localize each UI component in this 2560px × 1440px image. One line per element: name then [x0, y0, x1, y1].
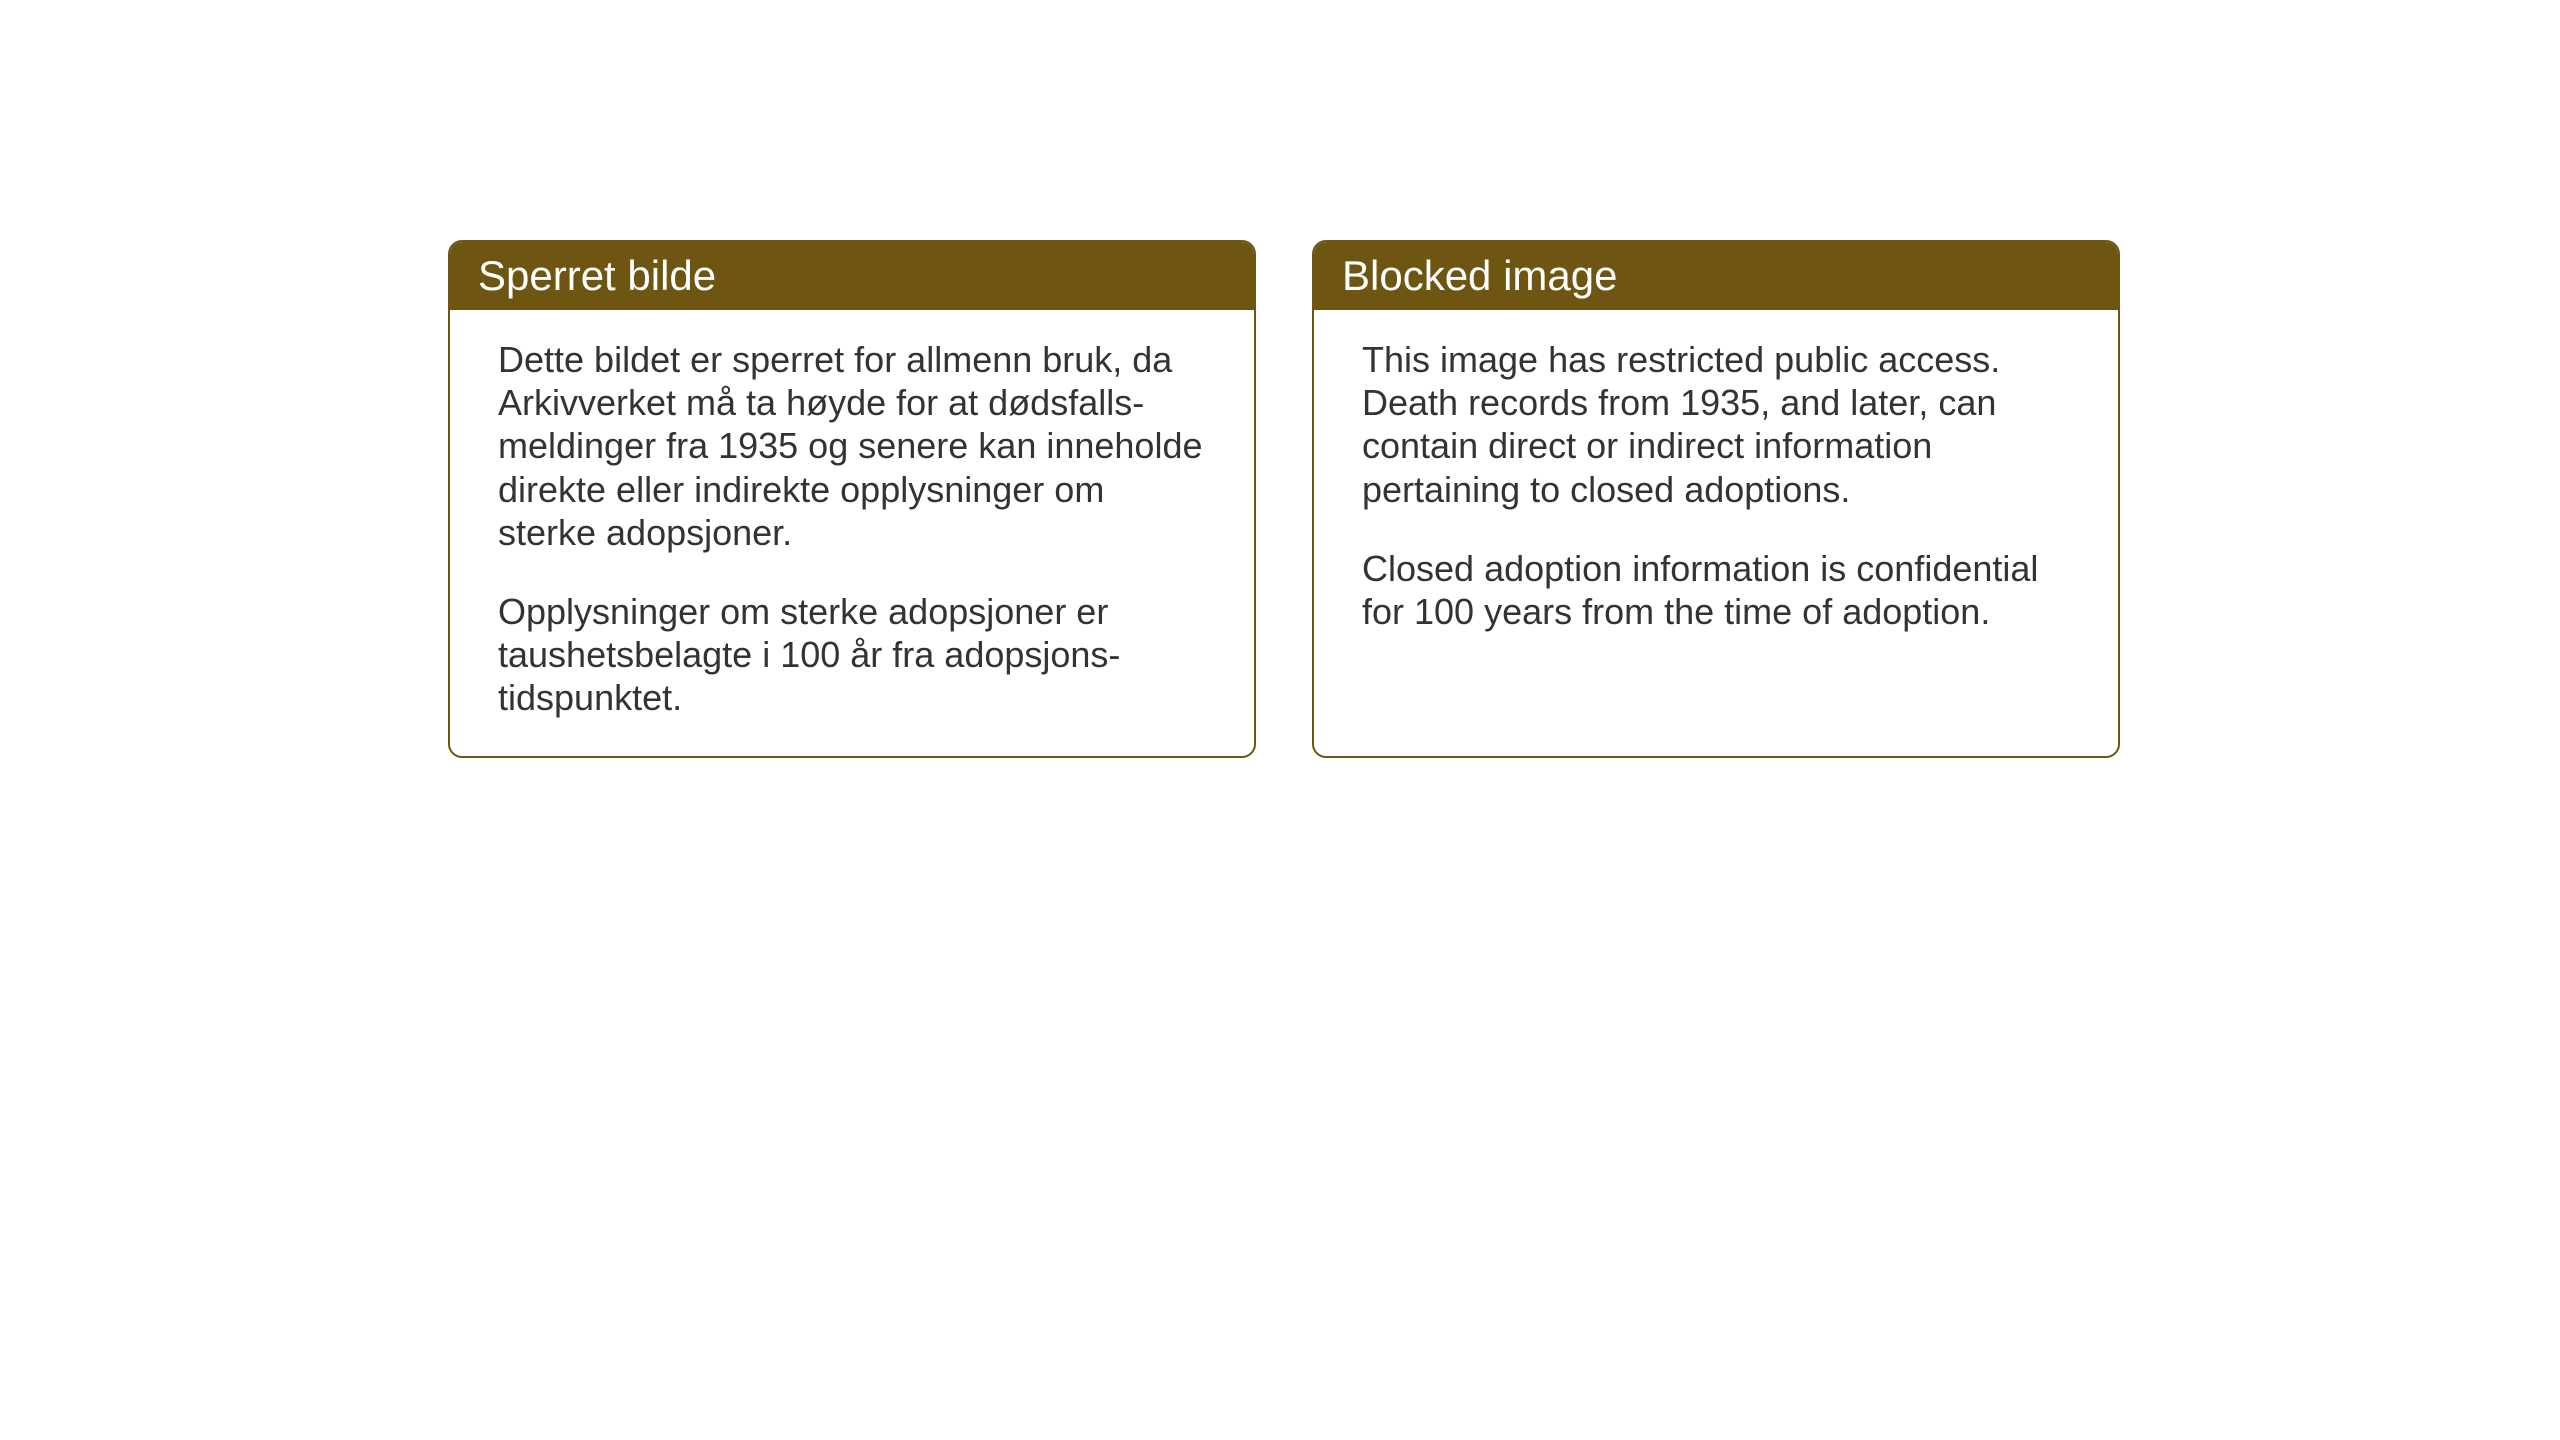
notice-cards-container: Sperret bilde Dette bildet er sperret fo… [448, 240, 2120, 758]
english-notice-card: Blocked image This image has restricted … [1312, 240, 2120, 758]
norwegian-paragraph-2: Opplysninger om sterke adopsjoner er tau… [498, 590, 1206, 720]
norwegian-card-body: Dette bildet er sperret for allmenn bruk… [450, 310, 1254, 756]
english-paragraph-2: Closed adoption information is confident… [1362, 547, 2070, 633]
english-card-title: Blocked image [1314, 242, 2118, 310]
english-paragraph-1: This image has restricted public access.… [1362, 338, 2070, 511]
norwegian-paragraph-1: Dette bildet er sperret for allmenn bruk… [498, 338, 1206, 554]
norwegian-notice-card: Sperret bilde Dette bildet er sperret fo… [448, 240, 1256, 758]
english-card-body: This image has restricted public access.… [1314, 310, 2118, 730]
norwegian-card-title: Sperret bilde [450, 242, 1254, 310]
